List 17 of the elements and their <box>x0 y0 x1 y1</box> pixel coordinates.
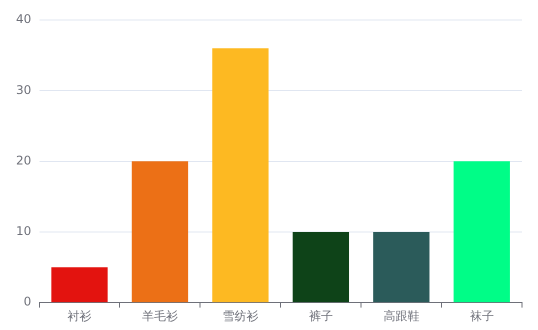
x-tick-label: 高跟鞋 <box>383 308 420 323</box>
bar <box>292 232 350 302</box>
bar <box>51 267 108 302</box>
y-tick-label: 0 <box>24 294 32 309</box>
x-tick-label: 裤子 <box>308 308 333 323</box>
bar <box>132 161 188 302</box>
bar <box>373 232 430 302</box>
x-tick-label: 雪纺衫 <box>222 308 258 323</box>
x-tick-label: 衬衫 <box>67 308 92 323</box>
y-tick-label: 20 <box>16 153 32 168</box>
bar <box>212 48 269 302</box>
y-tick-label: 10 <box>16 224 32 238</box>
x-tick-label: 袜子 <box>470 308 494 323</box>
bar <box>454 161 510 302</box>
y-tick-label: 30 <box>16 82 32 97</box>
y-tick-label: 40 <box>16 12 32 26</box>
x-tick-label: 羊毛衫 <box>142 308 178 323</box>
